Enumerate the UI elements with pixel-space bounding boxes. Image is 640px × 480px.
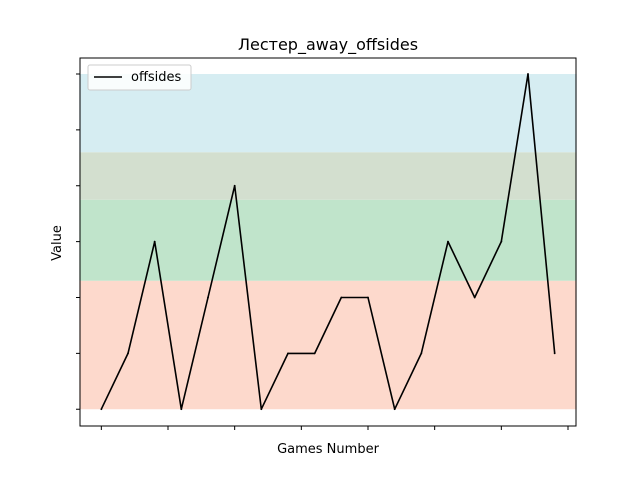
data-point-0-10 xyxy=(367,296,369,299)
x-axis-ticks xyxy=(100,426,569,430)
background-bands xyxy=(79,74,577,410)
band-1 xyxy=(79,199,577,281)
data-point-0-7 xyxy=(287,352,289,355)
y-axis-label: Value xyxy=(50,225,65,261)
band-0 xyxy=(79,280,577,410)
data-point-0-4 xyxy=(207,296,209,299)
series-lines xyxy=(100,73,556,411)
data-point-0-1 xyxy=(127,352,129,355)
data-point-0-3 xyxy=(180,408,183,411)
chart-title: Лестер_away_offsides xyxy=(238,35,418,55)
series-line-0 xyxy=(100,73,556,411)
legend-label-offsides: offsides xyxy=(131,70,182,85)
data-point-0-6 xyxy=(260,408,263,411)
legend-box xyxy=(87,64,192,91)
data-point-0-11 xyxy=(393,408,396,411)
data-point-0-5 xyxy=(233,184,236,187)
data-point-0-14 xyxy=(473,296,476,299)
data-point-0-12 xyxy=(420,352,423,355)
data-point-0-17 xyxy=(553,352,556,355)
data-point-0-0 xyxy=(100,408,103,411)
y-axis-ticks xyxy=(76,73,80,410)
data-point-0-9 xyxy=(340,296,343,299)
data-point-0-8 xyxy=(313,352,316,355)
data-point-0-13 xyxy=(447,240,449,243)
data-point-0-2 xyxy=(153,240,156,243)
data-point-0-15 xyxy=(500,240,503,243)
legend: offsides xyxy=(87,64,192,91)
x-axis-label: Games Number xyxy=(277,442,379,457)
data-point-0-16 xyxy=(527,73,529,75)
band-2 xyxy=(79,152,577,200)
